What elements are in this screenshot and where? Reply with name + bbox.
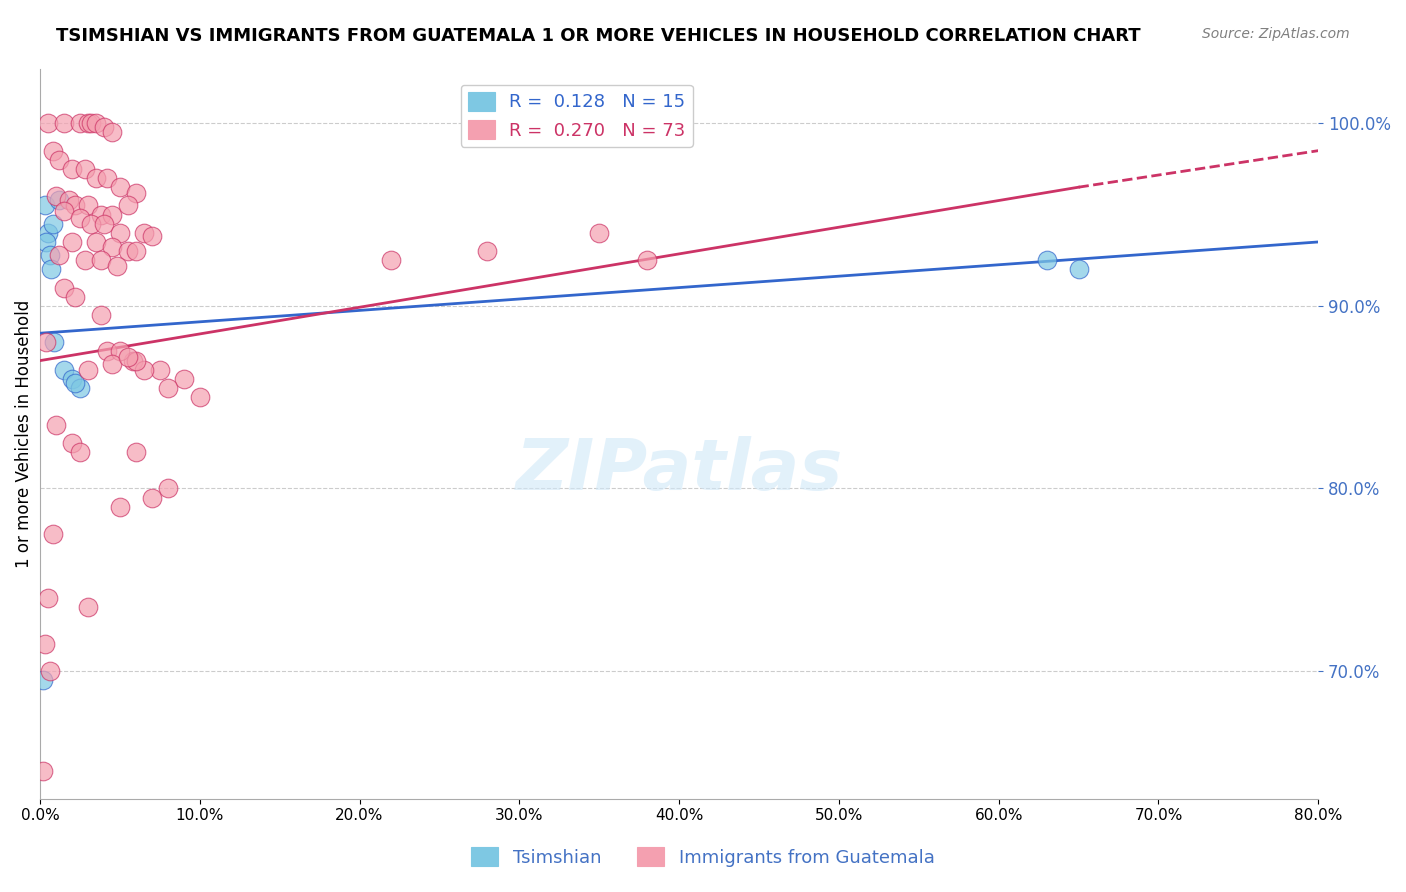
Point xyxy=(35,235,58,249)
Point xyxy=(44,335,66,350)
Point xyxy=(1035,253,1057,268)
Point xyxy=(77,198,100,212)
Point xyxy=(52,116,75,130)
Point xyxy=(380,253,402,268)
Point xyxy=(37,591,59,605)
Point xyxy=(125,186,148,200)
Point xyxy=(96,344,118,359)
Point xyxy=(52,280,75,294)
Text: TSIMSHIAN VS IMMIGRANTS FROM GUATEMALA 1 OR MORE VEHICLES IN HOUSEHOLD CORRELATI: TSIMSHIAN VS IMMIGRANTS FROM GUATEMALA 1… xyxy=(56,27,1140,45)
Point xyxy=(69,211,91,226)
Legend: R =  0.128   N = 15, R =  0.270   N = 73: R = 0.128 N = 15, R = 0.270 N = 73 xyxy=(461,85,693,147)
Point xyxy=(32,764,55,779)
Point xyxy=(84,235,107,249)
Point xyxy=(93,217,115,231)
Point xyxy=(117,244,139,258)
Point xyxy=(588,116,610,130)
Point xyxy=(69,381,91,395)
Point xyxy=(69,116,91,130)
Point xyxy=(48,248,70,262)
Point xyxy=(60,435,83,450)
Point xyxy=(45,417,67,432)
Text: Source: ZipAtlas.com: Source: ZipAtlas.com xyxy=(1202,27,1350,41)
Point xyxy=(588,226,610,240)
Point xyxy=(101,357,124,371)
Point xyxy=(48,193,70,207)
Point xyxy=(141,491,163,505)
Point xyxy=(117,350,139,364)
Point xyxy=(63,376,86,390)
Point xyxy=(38,248,60,262)
Point xyxy=(42,144,65,158)
Point xyxy=(77,363,100,377)
Point xyxy=(108,344,131,359)
Point xyxy=(90,308,112,322)
Point xyxy=(96,171,118,186)
Point xyxy=(101,240,124,254)
Point xyxy=(84,171,107,186)
Point xyxy=(173,372,195,386)
Point xyxy=(77,116,100,130)
Point xyxy=(80,217,103,231)
Point xyxy=(117,198,139,212)
Point xyxy=(132,226,155,240)
Point xyxy=(73,253,96,268)
Point xyxy=(45,189,67,203)
Point xyxy=(84,116,107,130)
Point xyxy=(52,363,75,377)
Point xyxy=(125,445,148,459)
Point xyxy=(69,445,91,459)
Point xyxy=(60,235,83,249)
Point xyxy=(35,335,58,350)
Point xyxy=(38,664,60,678)
Point xyxy=(37,226,59,240)
Text: ZIPatlas: ZIPatlas xyxy=(516,435,842,505)
Point xyxy=(125,244,148,258)
Point xyxy=(1067,262,1090,277)
Point xyxy=(90,208,112,222)
Point xyxy=(105,259,128,273)
Point xyxy=(58,193,80,207)
Point xyxy=(108,500,131,514)
Point xyxy=(60,161,83,176)
Point xyxy=(63,290,86,304)
Point xyxy=(121,353,143,368)
Point xyxy=(108,226,131,240)
Point xyxy=(108,180,131,194)
Point xyxy=(156,482,179,496)
Point xyxy=(73,161,96,176)
Point xyxy=(101,208,124,222)
Point xyxy=(37,116,59,130)
Point xyxy=(93,120,115,134)
Legend: Tsimshian, Immigrants from Guatemala: Tsimshian, Immigrants from Guatemala xyxy=(464,840,942,874)
Point xyxy=(77,600,100,615)
Point xyxy=(156,381,179,395)
Point xyxy=(101,125,124,139)
Point xyxy=(48,153,70,167)
Point xyxy=(42,527,65,541)
Point xyxy=(52,203,75,218)
Point xyxy=(149,363,172,377)
Point xyxy=(63,198,86,212)
Point xyxy=(32,673,55,687)
Point xyxy=(141,229,163,244)
Point xyxy=(636,253,658,268)
Point xyxy=(80,116,103,130)
Y-axis label: 1 or more Vehicles in Household: 1 or more Vehicles in Household xyxy=(15,300,32,568)
Point xyxy=(34,637,56,651)
Point xyxy=(60,372,83,386)
Point xyxy=(188,390,211,404)
Point xyxy=(90,253,112,268)
Point xyxy=(125,353,148,368)
Point xyxy=(42,217,65,231)
Point xyxy=(477,244,499,258)
Point xyxy=(132,363,155,377)
Point xyxy=(34,198,56,212)
Point xyxy=(39,262,62,277)
